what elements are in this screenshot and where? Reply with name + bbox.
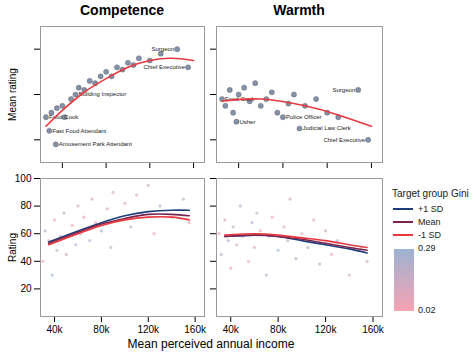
html-text:0.29: 0.29 — [418, 243, 436, 253]
svg-text:120k: 120k — [137, 324, 160, 335]
html-text:Mean perceived annual income: Mean perceived annual income — [127, 337, 295, 351]
svg-text:Building Inspector: Building Inspector — [78, 91, 126, 97]
svg-text:Surgeon: Surgeon — [332, 87, 355, 93]
svg-text:20: 20 — [20, 283, 32, 294]
svg-text:Chief Executive: Chief Executive — [143, 64, 185, 70]
svg-text:80k: 80k — [93, 324, 110, 335]
svg-text:Food Cook: Food Cook — [225, 96, 255, 102]
svg-text:Chief Executive: Chief Executive — [323, 137, 365, 143]
svg-text:Police Officer: Police Officer — [286, 114, 322, 120]
svg-text:80k: 80k — [270, 324, 287, 335]
svg-text:Rating: Rating — [7, 233, 18, 262]
svg-text:Usher: Usher — [239, 119, 255, 125]
svg-text:160k: 160k — [184, 324, 207, 335]
svg-text:160k: 160k — [362, 324, 385, 335]
html-text:-1 SD: -1 SD — [418, 229, 441, 240]
svg-text:Fast Food Attendant: Fast Food Attendant — [52, 128, 106, 134]
svg-text:80: 80 — [20, 200, 32, 211]
svg-text:Food Cook: Food Cook — [49, 114, 79, 121]
svg-text:Mean rating: Mean rating — [7, 68, 18, 121]
svg-text:Judicial Law Clerk: Judicial Law Clerk — [303, 125, 352, 131]
svg-text:Surgeon: Surgeon — [151, 46, 174, 52]
html-text:Warmth: Warmth — [273, 2, 325, 18]
svg-text:40k: 40k — [46, 324, 63, 335]
svg-text:100: 100 — [15, 173, 32, 184]
svg-text:40: 40 — [20, 256, 32, 267]
svg-text:Amusement Park Attendant: Amusement Park Attendant — [59, 141, 132, 147]
svg-text:60: 60 — [20, 228, 32, 239]
html-text:Competence: Competence — [80, 2, 164, 18]
html-text:Target group Gini: Target group Gini — [392, 188, 469, 199]
html-text:+1 SD: +1 SD — [418, 203, 444, 214]
html-text:0.02: 0.02 — [418, 305, 436, 315]
svg-text:120k: 120k — [315, 324, 338, 335]
svg-text:40k: 40k — [223, 324, 240, 335]
html-text:Mean: Mean — [418, 216, 441, 227]
